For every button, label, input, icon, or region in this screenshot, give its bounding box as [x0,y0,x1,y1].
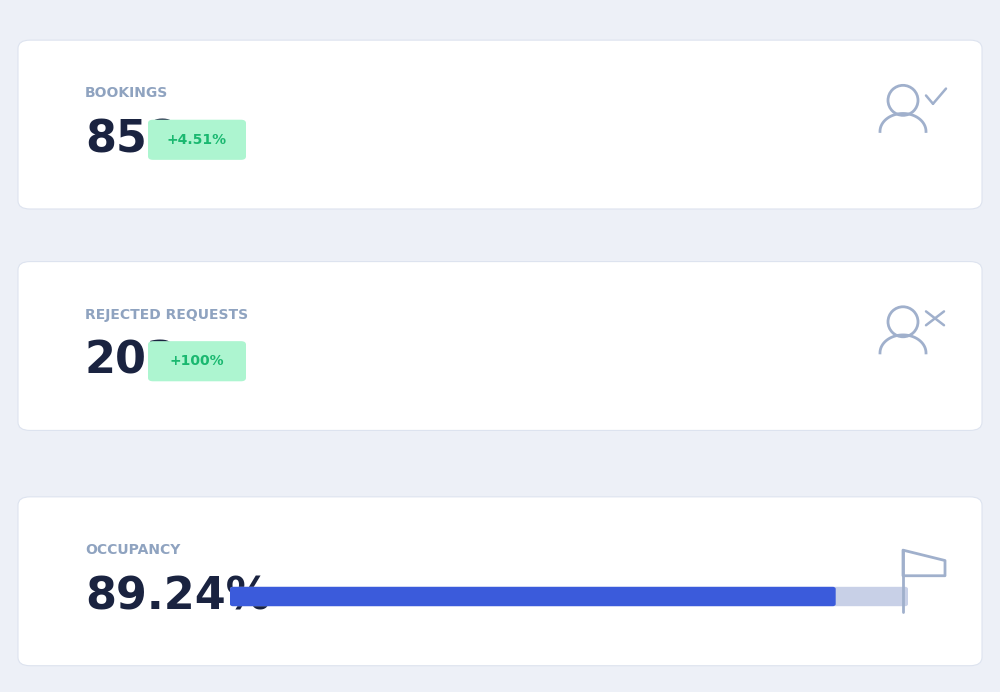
Text: +100%: +100% [170,354,224,368]
Text: 203: 203 [85,340,178,383]
FancyBboxPatch shape [18,40,982,209]
FancyBboxPatch shape [230,587,908,606]
FancyBboxPatch shape [230,587,836,606]
FancyBboxPatch shape [148,120,246,160]
FancyBboxPatch shape [148,341,246,381]
FancyBboxPatch shape [18,497,982,666]
Text: +4.51%: +4.51% [167,133,227,147]
Text: REJECTED REQUESTS: REJECTED REQUESTS [85,308,248,322]
Text: 89.24%: 89.24% [85,575,270,618]
Text: OCCUPANCY: OCCUPANCY [85,543,180,557]
Text: BOOKINGS: BOOKINGS [85,86,168,100]
FancyBboxPatch shape [18,262,982,430]
Text: 858: 858 [85,118,178,161]
